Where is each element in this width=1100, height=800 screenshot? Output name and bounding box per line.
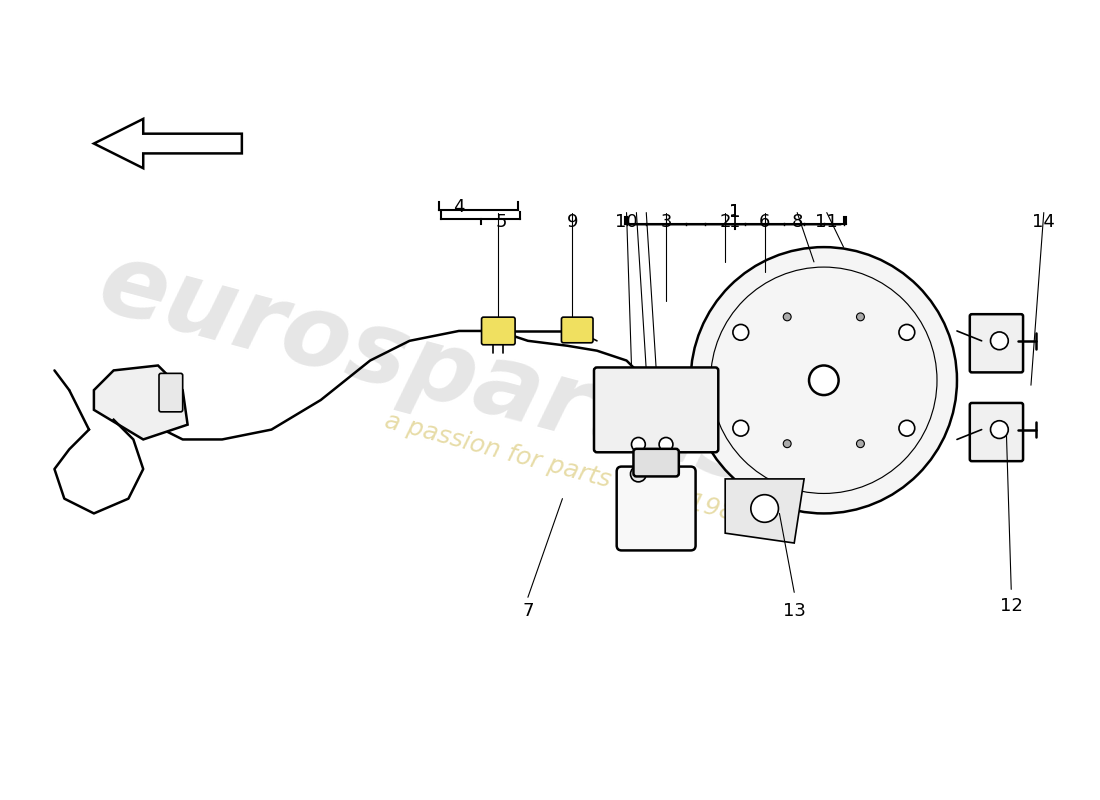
FancyBboxPatch shape bbox=[482, 317, 515, 345]
Text: 7: 7 bbox=[522, 602, 534, 620]
Circle shape bbox=[899, 325, 915, 340]
FancyBboxPatch shape bbox=[634, 449, 679, 477]
Text: 13: 13 bbox=[783, 602, 805, 620]
Text: 1: 1 bbox=[729, 213, 740, 230]
Circle shape bbox=[691, 247, 957, 514]
Circle shape bbox=[631, 438, 646, 451]
Circle shape bbox=[857, 440, 865, 448]
Text: 4: 4 bbox=[453, 198, 464, 216]
FancyBboxPatch shape bbox=[617, 466, 695, 550]
FancyBboxPatch shape bbox=[160, 374, 183, 412]
Text: 9: 9 bbox=[566, 213, 578, 230]
Circle shape bbox=[857, 313, 865, 321]
Text: eurospartes: eurospartes bbox=[88, 235, 770, 506]
Polygon shape bbox=[94, 366, 188, 439]
Circle shape bbox=[733, 420, 749, 436]
FancyBboxPatch shape bbox=[970, 314, 1023, 372]
Text: 3: 3 bbox=[660, 213, 672, 230]
Text: a passion for parts since 1985: a passion for parts since 1985 bbox=[382, 409, 752, 530]
Circle shape bbox=[899, 420, 915, 436]
Text: 8: 8 bbox=[792, 213, 803, 230]
Circle shape bbox=[783, 313, 791, 321]
FancyBboxPatch shape bbox=[970, 403, 1023, 461]
Circle shape bbox=[808, 366, 838, 395]
Circle shape bbox=[751, 494, 779, 522]
Text: 1: 1 bbox=[729, 202, 740, 221]
Text: 1: 1 bbox=[729, 202, 740, 221]
Polygon shape bbox=[94, 119, 242, 168]
Text: 2: 2 bbox=[719, 213, 730, 230]
Text: 11: 11 bbox=[815, 213, 838, 230]
Circle shape bbox=[990, 332, 1009, 350]
Text: 14: 14 bbox=[1032, 213, 1055, 230]
Circle shape bbox=[990, 421, 1009, 438]
Circle shape bbox=[630, 466, 647, 482]
Circle shape bbox=[659, 438, 673, 451]
Circle shape bbox=[733, 325, 749, 340]
Text: 5: 5 bbox=[495, 213, 507, 230]
Text: 10: 10 bbox=[615, 213, 638, 230]
Text: 12: 12 bbox=[1000, 598, 1023, 615]
FancyBboxPatch shape bbox=[561, 317, 593, 342]
Text: 6: 6 bbox=[759, 213, 770, 230]
FancyBboxPatch shape bbox=[594, 367, 718, 452]
Circle shape bbox=[783, 440, 791, 448]
Polygon shape bbox=[725, 479, 804, 543]
